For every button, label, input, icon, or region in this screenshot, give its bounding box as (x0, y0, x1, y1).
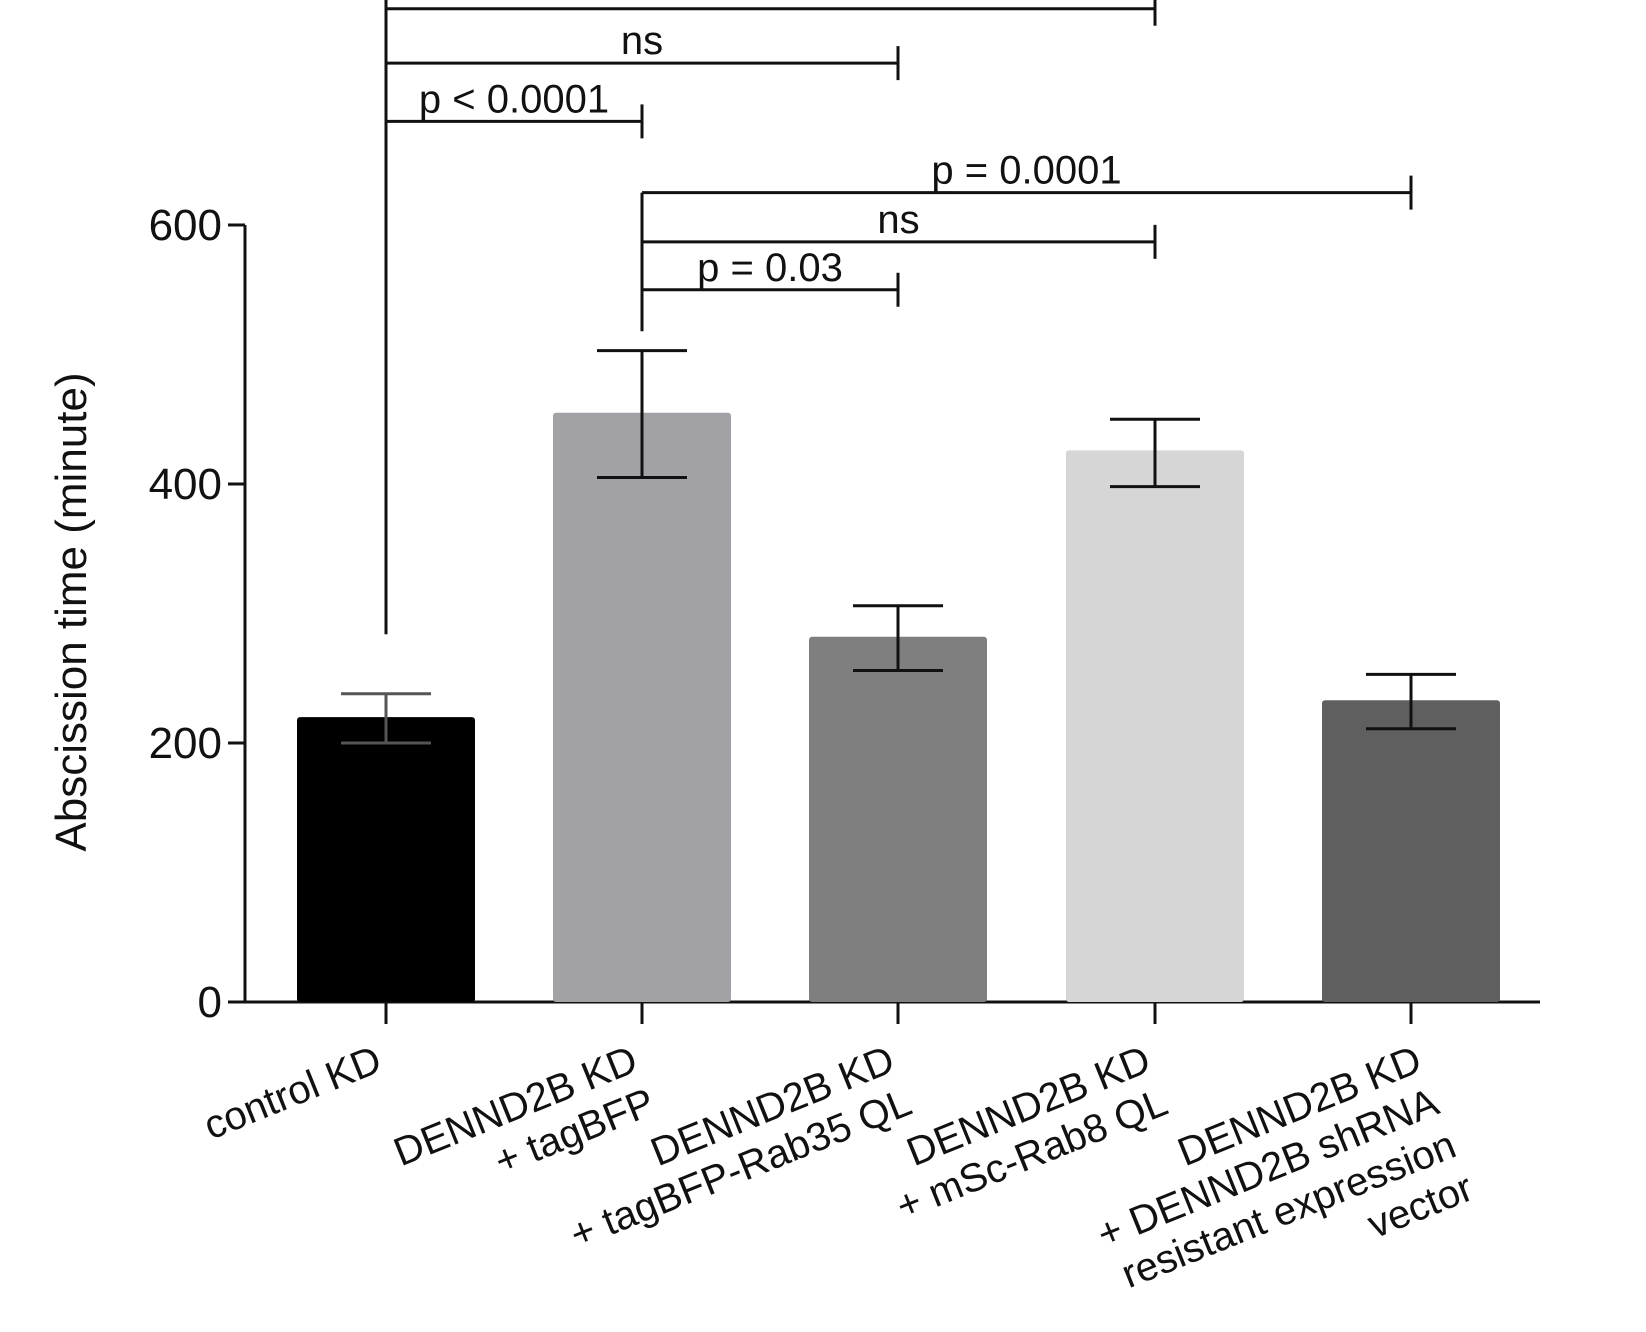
bar (1322, 700, 1500, 1002)
bar (1066, 450, 1244, 1003)
bar (553, 412, 731, 1002)
comparison-label: ns (877, 198, 919, 242)
bar (809, 636, 987, 1002)
category-label: DENND2B KD+ tagBFP (388, 1038, 661, 1184)
category-label-line: control KD (198, 1038, 388, 1149)
comparison-label: p = 0.0001 (931, 149, 1121, 193)
y-tick-label: 0 (198, 978, 222, 1027)
comparison-label: ns (621, 19, 663, 63)
y-axis-label: Abscission time (minute) (47, 372, 96, 851)
comparison-label: p = 0.03 (697, 246, 843, 290)
y-tick-label: 200 (149, 719, 222, 768)
bars (297, 412, 1500, 1003)
significance-brackets: ns p < 0.0001 p = 0.0001 ns p = 0.03 (384, 0, 1413, 635)
y-tick-label: 400 (149, 460, 222, 509)
y-tick-label: 600 (149, 201, 222, 250)
category-label: DENND2B KD+ mSc-Rab8 QL (890, 1038, 1173, 1229)
error-bars (341, 349, 1456, 745)
comparison-label: p < 0.0001 (419, 77, 609, 121)
category-labels: control KD DENND2B KD+ tagBFP DENND2B KD+ … (198, 1038, 1479, 1297)
category-label: control KD (198, 1038, 388, 1149)
bar (297, 717, 475, 1002)
